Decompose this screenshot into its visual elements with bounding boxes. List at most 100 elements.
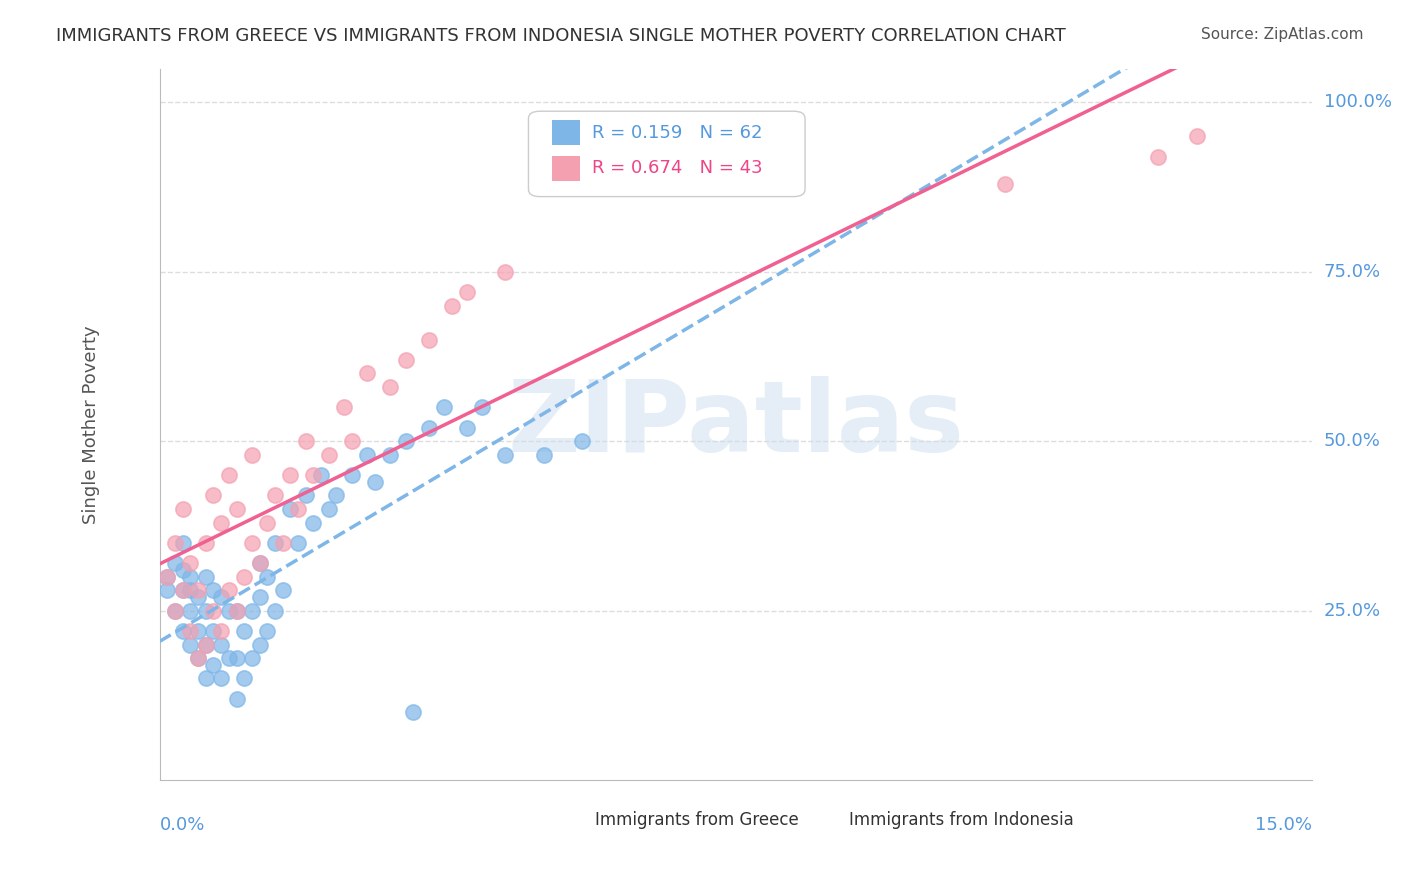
- Text: Immigrants from Indonesia: Immigrants from Indonesia: [849, 811, 1074, 829]
- Point: [1185, 129, 1208, 144]
- Point: [233, 570, 256, 584]
- Point: [456, 420, 478, 434]
- Point: [202, 488, 225, 502]
- Point: [278, 468, 301, 483]
- Point: [225, 502, 247, 516]
- Point: [256, 624, 278, 638]
- Point: [218, 583, 240, 598]
- Point: [179, 604, 201, 618]
- Point: [318, 448, 340, 462]
- Point: [202, 583, 225, 598]
- Point: [433, 401, 456, 415]
- Point: [271, 536, 294, 550]
- Text: Source: ZipAtlas.com: Source: ZipAtlas.com: [1201, 27, 1364, 42]
- Point: [994, 177, 1017, 191]
- Point: [202, 624, 225, 638]
- Point: [163, 556, 186, 570]
- Point: [340, 434, 363, 449]
- Point: [240, 604, 263, 618]
- Point: [218, 651, 240, 665]
- Point: [194, 570, 217, 584]
- Point: [264, 488, 287, 502]
- Point: [418, 333, 440, 347]
- Point: [240, 651, 263, 665]
- Point: [302, 516, 325, 530]
- Point: [194, 638, 217, 652]
- Point: [402, 706, 425, 720]
- Point: [172, 502, 194, 516]
- Point: [249, 556, 271, 570]
- FancyBboxPatch shape: [529, 112, 806, 196]
- Point: [378, 380, 401, 394]
- Point: [225, 691, 247, 706]
- Point: [156, 570, 179, 584]
- Point: [340, 468, 363, 483]
- Point: [571, 434, 593, 449]
- Point: [294, 434, 316, 449]
- Point: [1147, 150, 1170, 164]
- Point: [287, 502, 309, 516]
- Point: [264, 536, 287, 550]
- Point: [179, 624, 201, 638]
- Point: [356, 367, 378, 381]
- Point: [225, 604, 247, 618]
- Point: [194, 638, 217, 652]
- Point: [318, 502, 340, 516]
- Point: [294, 488, 316, 502]
- Point: [179, 556, 201, 570]
- Text: 15.0%: 15.0%: [1256, 815, 1312, 834]
- Point: [209, 638, 232, 652]
- Point: [218, 604, 240, 618]
- Point: [233, 672, 256, 686]
- Point: [440, 299, 463, 313]
- Text: Single Mother Poverty: Single Mother Poverty: [82, 325, 100, 524]
- Point: [163, 604, 186, 618]
- Point: [418, 420, 440, 434]
- Point: [378, 448, 401, 462]
- Text: IMMIGRANTS FROM GREECE VS IMMIGRANTS FROM INDONESIA SINGLE MOTHER POVERTY CORREL: IMMIGRANTS FROM GREECE VS IMMIGRANTS FRO…: [56, 27, 1066, 45]
- FancyBboxPatch shape: [551, 156, 581, 181]
- FancyBboxPatch shape: [817, 812, 842, 828]
- Point: [302, 468, 325, 483]
- Point: [209, 624, 232, 638]
- Point: [364, 475, 387, 489]
- Point: [533, 448, 555, 462]
- Text: 50.0%: 50.0%: [1323, 433, 1381, 450]
- Point: [249, 556, 271, 570]
- Point: [240, 448, 263, 462]
- Point: [194, 672, 217, 686]
- Point: [187, 624, 209, 638]
- Point: [163, 604, 186, 618]
- Point: [218, 468, 240, 483]
- Point: [209, 672, 232, 686]
- Point: [187, 651, 209, 665]
- Point: [256, 516, 278, 530]
- Point: [202, 657, 225, 672]
- FancyBboxPatch shape: [562, 812, 588, 828]
- Text: R = 0.159   N = 62: R = 0.159 N = 62: [592, 124, 762, 142]
- Point: [194, 604, 217, 618]
- Point: [287, 536, 309, 550]
- Point: [333, 401, 356, 415]
- Point: [209, 516, 232, 530]
- Point: [249, 638, 271, 652]
- Text: Immigrants from Greece: Immigrants from Greece: [595, 811, 799, 829]
- Point: [278, 502, 301, 516]
- Text: ZIPatlas: ZIPatlas: [508, 376, 965, 473]
- Point: [187, 583, 209, 598]
- Point: [271, 583, 294, 598]
- Point: [179, 570, 201, 584]
- Point: [233, 624, 256, 638]
- Point: [163, 536, 186, 550]
- Point: [156, 583, 179, 598]
- Point: [471, 401, 494, 415]
- Point: [187, 590, 209, 604]
- Text: 25.0%: 25.0%: [1323, 601, 1381, 620]
- Point: [494, 265, 516, 279]
- Point: [156, 570, 179, 584]
- Point: [256, 570, 278, 584]
- Point: [202, 604, 225, 618]
- Point: [356, 448, 378, 462]
- Point: [172, 536, 194, 550]
- Text: 0.0%: 0.0%: [160, 815, 205, 834]
